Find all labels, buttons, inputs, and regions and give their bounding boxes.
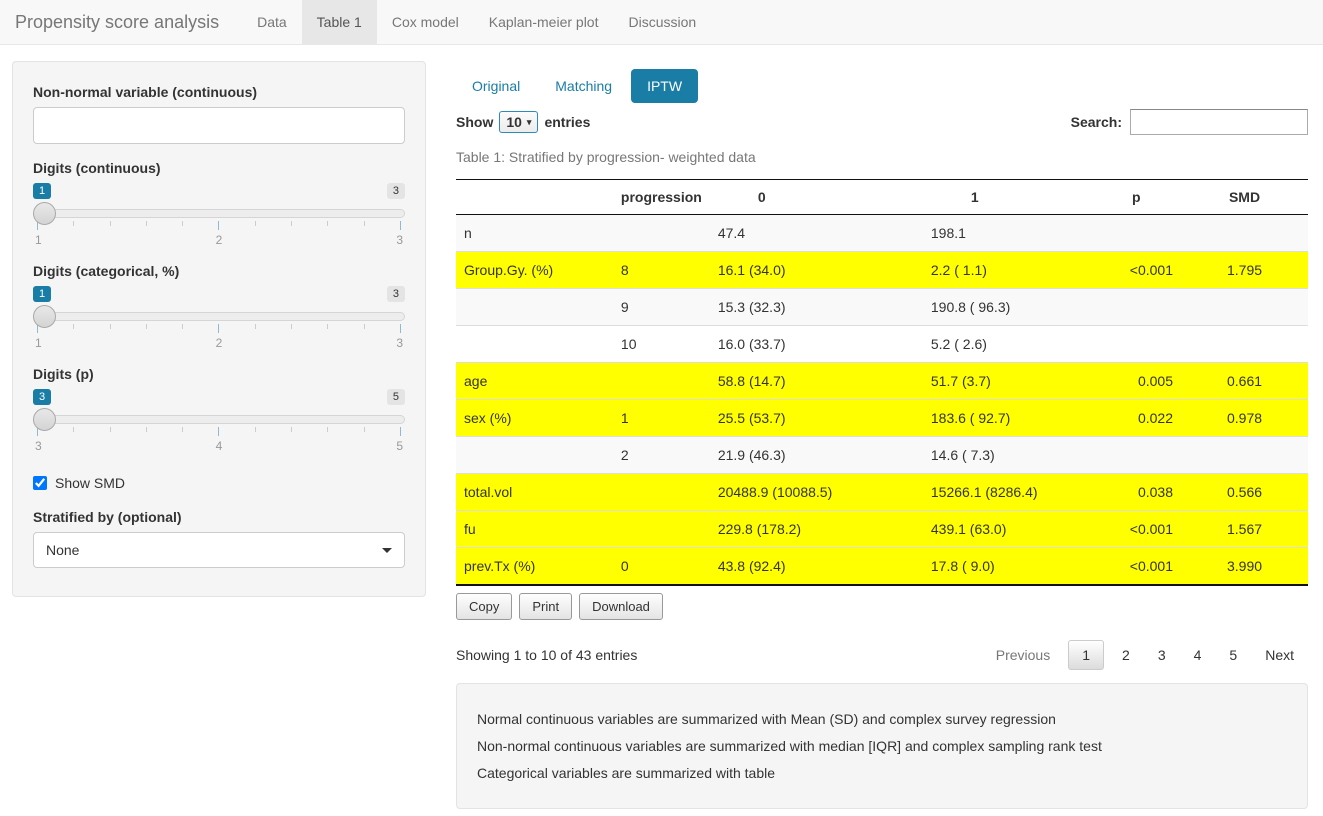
col-header-p[interactable]: p: [1091, 179, 1182, 215]
table-row[interactable]: Group.Gy. (%) 8 16.1 (34.0) 2.2 ( 1.1) <…: [456, 251, 1308, 289]
slider-track[interactable]: [33, 209, 405, 218]
pagination: Previous 1 2 3 4 5 Next: [982, 640, 1308, 670]
stratified-selected-value: None: [46, 542, 80, 558]
entries-selected-value: 10: [506, 114, 522, 130]
search-control: Search:: [1071, 109, 1308, 135]
digits-p-label: Digits (p): [33, 366, 94, 382]
slider-value-badge: 3: [33, 389, 52, 406]
show-smd-label[interactable]: Show SMD: [55, 475, 126, 491]
entries-select[interactable]: 10 ▾: [499, 111, 539, 133]
tab-iptw[interactable]: IPTW: [631, 69, 699, 103]
table-info: Showing 1 to 10 of 43 entries: [456, 647, 638, 663]
table-row[interactable]: prev.Tx (%) 0 43.8 (92.4) 17.8 ( 9.0) <0…: [456, 547, 1308, 586]
nonnormal-label: Non-normal variable (continuous): [33, 84, 258, 100]
slider-value-badge: 1: [33, 286, 52, 303]
nonnormal-input[interactable]: [33, 107, 405, 144]
pagination-page-4[interactable]: 4: [1193, 647, 1202, 663]
tab-matching[interactable]: Matching: [555, 78, 613, 94]
note-line: Categorical variables are summarized wit…: [477, 765, 776, 781]
main-panel: Original Matching IPTW Show 10 ▾ entries…: [456, 61, 1308, 809]
entries-label: entries: [544, 114, 591, 130]
nav-tab-data[interactable]: Data: [257, 14, 287, 30]
digits-continuous-label: Digits (continuous): [33, 160, 161, 176]
tab-original[interactable]: Original: [472, 78, 521, 94]
nav-tab-table1[interactable]: Table 1: [301, 0, 377, 44]
pagination-page-1[interactable]: 1: [1068, 640, 1105, 670]
table-row[interactable]: total.vol 20488.9 (10088.5) 15266.1 (828…: [456, 473, 1308, 511]
app-title: Propensity score analysis: [15, 11, 220, 32]
slider-ticks: [37, 324, 401, 333]
slider-value-badge: 1: [33, 183, 52, 200]
col-header-name[interactable]: [456, 179, 613, 215]
note-line: Normal continuous variables are summariz…: [477, 711, 1056, 727]
table-row[interactable]: 10 16.0 (33.7) 5.2 ( 2.6): [456, 325, 1308, 363]
table1: progression 0 1 p SMD n 47.4 198.1: [456, 179, 1308, 586]
pagination-page-3[interactable]: 3: [1157, 647, 1166, 663]
table-header-row: progression 0 1 p SMD: [456, 179, 1308, 215]
pagination-page-5[interactable]: 5: [1229, 647, 1238, 663]
show-smd-checkbox[interactable]: [33, 476, 47, 490]
slider-max-badge: 3: [386, 286, 405, 303]
digits-p-slider[interactable]: 3 5 3 4 5: [33, 389, 405, 455]
table-row[interactable]: 2 21.9 (46.3) 14.6 ( 7.3): [456, 436, 1308, 474]
slider-handle[interactable]: [33, 408, 56, 431]
navbar: Propensity score analysis Data Table 1 C…: [0, 0, 1323, 45]
search-label: Search:: [1070, 114, 1122, 130]
col-header-smd[interactable]: SMD: [1181, 179, 1308, 215]
slider-track[interactable]: [33, 415, 405, 424]
digits-continuous-slider[interactable]: 1 3 1 2 3: [33, 183, 405, 249]
table-row[interactable]: sex (%) 1 25.5 (53.7) 183.6 ( 92.7) 0.02…: [456, 399, 1308, 437]
download-button[interactable]: Download: [579, 593, 663, 620]
nav-tab-cox-model[interactable]: Cox model: [391, 14, 459, 30]
slider-max-badge: 3: [386, 183, 405, 200]
col-header-group0[interactable]: 0: [709, 179, 923, 215]
digits-categorical-slider[interactable]: 1 3 1 2 3: [33, 286, 405, 352]
col-header-group1[interactable]: 1: [922, 179, 1092, 215]
table-caption: Table 1: Stratified by progression- weig…: [456, 149, 756, 165]
note-line: Non-normal continuous variables are summ…: [477, 738, 1102, 754]
chevron-down-icon: [382, 547, 392, 553]
nav-tab-discussion[interactable]: Discussion: [628, 14, 697, 30]
chevron-down-icon: ▾: [526, 116, 532, 127]
show-label: Show: [456, 114, 494, 130]
stratified-select[interactable]: None: [33, 532, 405, 568]
slider-ticks: [37, 427, 401, 436]
print-button[interactable]: Print: [519, 593, 573, 620]
slider-tick-labels: 1 2 3: [35, 233, 403, 247]
slider-tick-labels: 3 4 5: [35, 439, 403, 453]
table-row[interactable]: n 47.4 198.1: [456, 214, 1308, 252]
slider-track[interactable]: [33, 312, 405, 321]
nav-tab-kaplan-meier[interactable]: Kaplan-meier plot: [488, 14, 599, 30]
copy-button[interactable]: Copy: [456, 593, 513, 620]
slider-handle[interactable]: [33, 202, 56, 225]
table-row[interactable]: 9 15.3 (32.3) 190.8 ( 96.3): [456, 288, 1308, 326]
slider-handle[interactable]: [33, 305, 56, 328]
table-row[interactable]: age 58.8 (14.7) 51.7 (3.7) 0.005 0.661: [456, 362, 1308, 400]
content: Non-normal variable (continuous) Digits …: [0, 45, 1323, 809]
col-header-progression[interactable]: progression: [612, 179, 710, 215]
table-buttons: Copy Print Download: [456, 593, 1308, 620]
table-row[interactable]: fu 229.8 (178.2) 439.1 (63.0) <0.001 1.5…: [456, 510, 1308, 548]
pagination-previous[interactable]: Previous: [995, 647, 1051, 663]
digits-categorical-label: Digits (categorical, %): [33, 263, 180, 279]
pagination-page-2[interactable]: 2: [1122, 647, 1130, 663]
slider-ticks: [37, 221, 401, 230]
stratified-label: Stratified by (optional): [33, 509, 182, 525]
slider-max-badge: 5: [386, 389, 405, 406]
pagination-next[interactable]: Next: [1265, 647, 1294, 663]
analysis-tabs: Original Matching IPTW: [456, 69, 1308, 103]
entries-length-control: Show 10 ▾ entries: [456, 111, 590, 133]
notes-panel: Normal continuous variables are summariz…: [456, 683, 1308, 809]
slider-tick-labels: 1 2 3: [35, 336, 403, 350]
search-input[interactable]: [1130, 109, 1308, 135]
sidebar-panel: Non-normal variable (continuous) Digits …: [12, 61, 426, 597]
